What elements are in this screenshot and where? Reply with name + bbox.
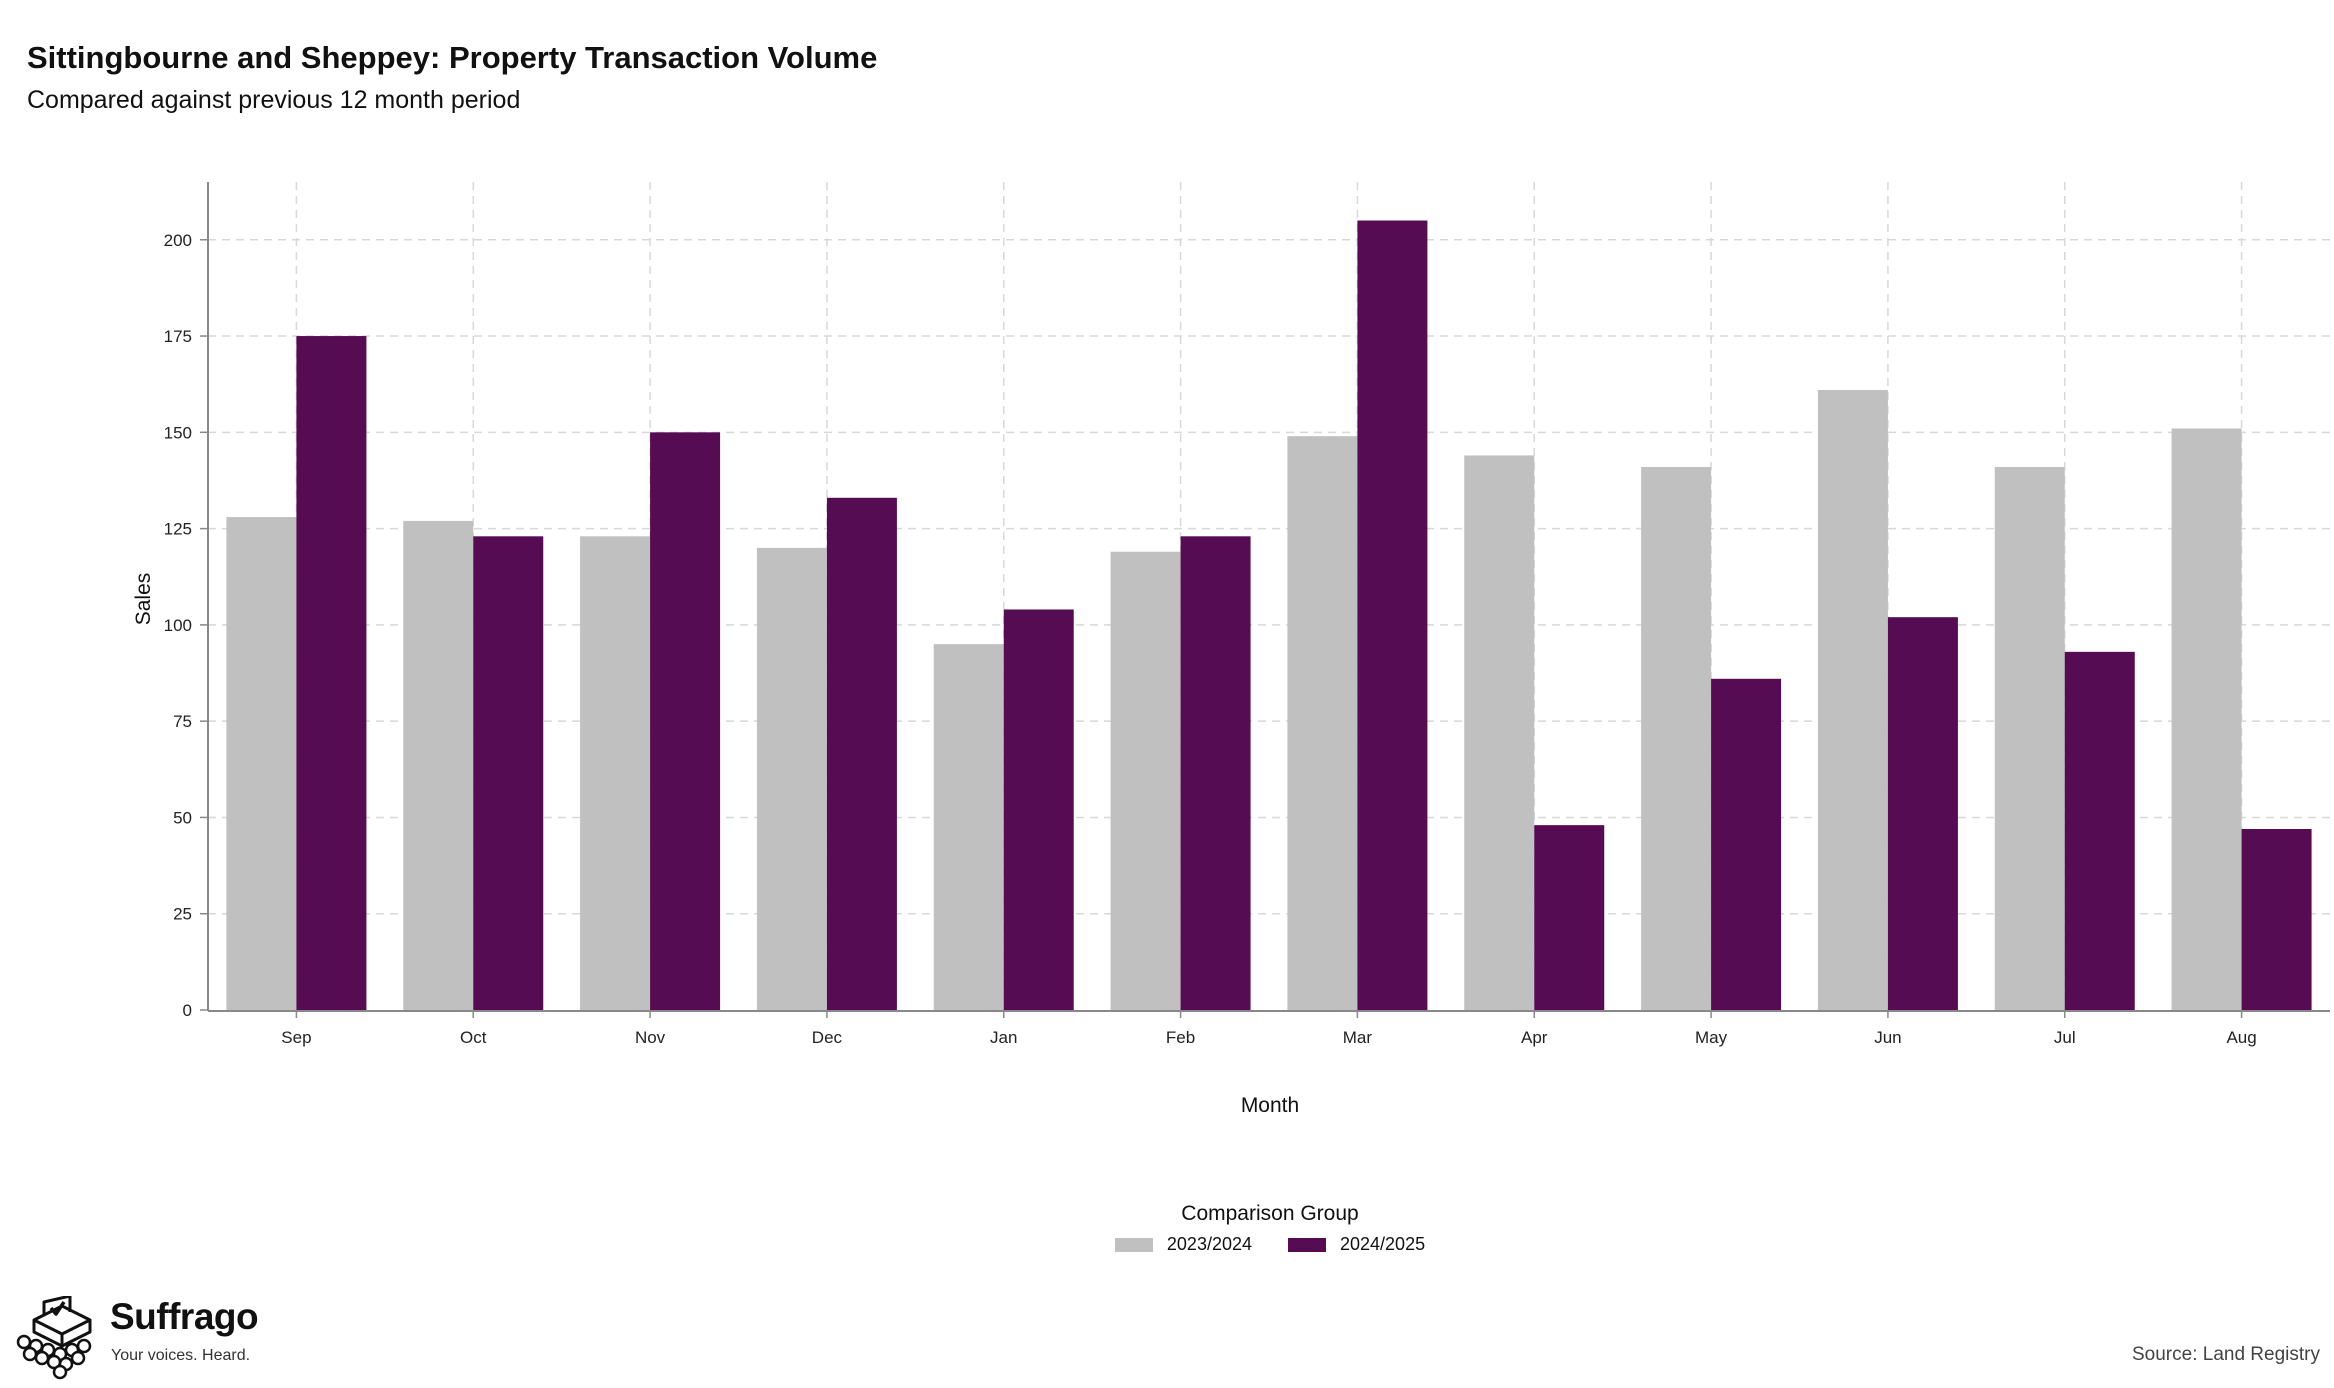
legend-items: 2023/2024 2024/2025 xyxy=(1000,1234,1540,1255)
bar-jan-2024-2025 xyxy=(1003,609,1074,1010)
ballot-box-icon xyxy=(16,1296,92,1380)
y-tick-label: 125 xyxy=(164,520,192,539)
bar-mar-2023-2024 xyxy=(1287,436,1358,1010)
bar-may-2023-2024 xyxy=(1641,466,1712,1010)
bar-jan-2023-2024 xyxy=(933,644,1004,1010)
x-axis-title: Month xyxy=(1241,1094,1299,1117)
bar-aug-2024-2025 xyxy=(2241,828,2312,1010)
x-tick-label: Dec xyxy=(812,1028,843,1047)
x-tick-label: Sep xyxy=(281,1028,311,1047)
axes xyxy=(200,182,2330,1018)
bar-oct-2023-2024 xyxy=(403,520,474,1010)
bar-mar-2024-2025 xyxy=(1357,220,1428,1011)
y-tick-label: 150 xyxy=(164,423,192,442)
legend-swatch xyxy=(1114,1237,1153,1252)
bar-sep-2023-2024 xyxy=(226,517,297,1010)
tick-labels: 0 25 50 75 100 125 150 175 200 Sep Oct Nov Dec Jan Feb… xyxy=(164,231,2257,1047)
x-tick-label: Oct xyxy=(460,1028,487,1047)
bar-nov-2024-2025 xyxy=(650,432,721,1011)
bar-nov-2023-2024 xyxy=(580,536,651,1010)
chart-subtitle: Compared against previous 12 month perio… xyxy=(27,86,521,114)
legend-swatch xyxy=(1288,1237,1326,1252)
bar-aug-2023-2024 xyxy=(2171,428,2242,1010)
bar-apr-2024-2025 xyxy=(1534,825,1605,1010)
legend-item-2023-2024: 2023/2024 xyxy=(1114,1234,1252,1255)
y-tick-label: 50 xyxy=(173,808,192,827)
y-tick-label: 100 xyxy=(164,616,192,635)
bar-dec-2023-2024 xyxy=(756,547,827,1010)
legend-label: 2023/2024 xyxy=(1166,1234,1252,1254)
x-tick-label: Feb xyxy=(1166,1028,1195,1047)
chart-title: Sittingbourne and Sheppey: Property Tran… xyxy=(27,40,878,75)
y-tick-label: 175 xyxy=(164,327,192,346)
bar-sep-2024-2025 xyxy=(296,336,367,1010)
x-tick-label: Nov xyxy=(635,1028,666,1047)
bar-feb-2024-2025 xyxy=(1180,536,1251,1010)
x-tick-label: Jan xyxy=(990,1028,1017,1047)
legend: Comparison Group 2023/2024 2024/2025 xyxy=(1000,1202,1540,1255)
brand-tagline: Your voices. Heard. xyxy=(111,1347,251,1364)
bar-oct-2024-2025 xyxy=(473,536,544,1010)
bars xyxy=(226,220,2312,1011)
legend-item-2024-2025: 2024/2025 xyxy=(1288,1234,1425,1255)
bar-jun-2023-2024 xyxy=(1817,389,1888,1011)
legend-title: Comparison Group xyxy=(1181,1202,1359,1225)
x-tick-label: Jun xyxy=(1874,1028,1901,1047)
legend-label: 2024/2025 xyxy=(1340,1234,1426,1254)
y-tick-label: 200 xyxy=(164,231,192,250)
y-tick-label: 0 xyxy=(183,1001,192,1020)
bar-apr-2023-2024 xyxy=(1464,455,1535,1010)
y-tick-label: 25 xyxy=(173,905,192,924)
bar-dec-2024-2025 xyxy=(826,497,897,1010)
brand-logo: Suffrago Your voices. Heard. xyxy=(14,1296,274,1380)
bar-jul-2024-2025 xyxy=(2064,651,2135,1010)
source-note: Source: Land Registry xyxy=(2132,1344,2320,1365)
x-tick-label: Aug xyxy=(2226,1028,2256,1047)
brand-name: Suffrago xyxy=(110,1296,259,1337)
bar-jul-2023-2024 xyxy=(1994,466,2065,1010)
bar-jun-2024-2025 xyxy=(1887,617,1958,1010)
y-tick-label: 75 xyxy=(173,712,192,731)
x-tick-label: Apr xyxy=(1521,1028,1548,1047)
y-axis-title: Sales xyxy=(132,573,155,626)
bar-may-2024-2025 xyxy=(1711,678,1782,1010)
x-tick-label: May xyxy=(1695,1028,1728,1047)
x-tick-label: Mar xyxy=(1343,1028,1373,1047)
x-tick-label: Jul xyxy=(2054,1028,2076,1047)
bar-feb-2023-2024 xyxy=(1110,551,1181,1010)
